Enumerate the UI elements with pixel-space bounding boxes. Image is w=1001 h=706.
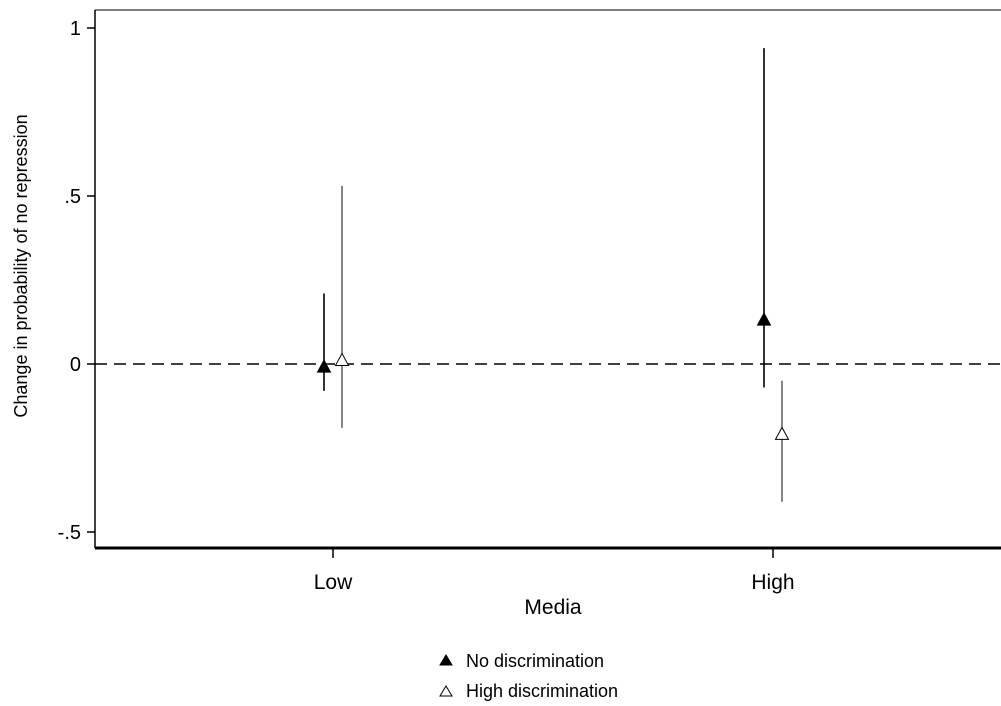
point-marker-no-discrimination	[316, 359, 332, 373]
y-tick-label: -.5	[58, 522, 81, 544]
legend-marker-no-discrimination	[439, 654, 453, 666]
point-marker-high-discrimination	[334, 352, 350, 366]
y-ticks: -.5 0 .5 1	[58, 18, 95, 544]
confidence-intervals	[323, 48, 783, 502]
x-ticks: Low High	[314, 548, 795, 594]
legend-label-no-discrimination: No discrimination	[466, 651, 604, 671]
point-marker-no-discrimination	[756, 312, 772, 326]
y-axis-title: Change in probability of no repression	[11, 114, 31, 417]
y-tick-label: 0	[70, 354, 81, 376]
y-tick-label: 1	[70, 18, 81, 40]
y-tick-label: .5	[64, 186, 81, 208]
legend-marker-high-discrimination	[439, 685, 453, 697]
x-axis-title: Media	[524, 596, 582, 619]
x-tick-label: Low	[314, 571, 353, 594]
point-markers	[316, 312, 790, 440]
x-tick-label: High	[751, 571, 794, 594]
legend-label-high-discrimination: High discrimination	[466, 681, 618, 701]
point-marker-high-discrimination	[774, 426, 790, 440]
legend: No discrimination High discrimination	[439, 651, 618, 701]
